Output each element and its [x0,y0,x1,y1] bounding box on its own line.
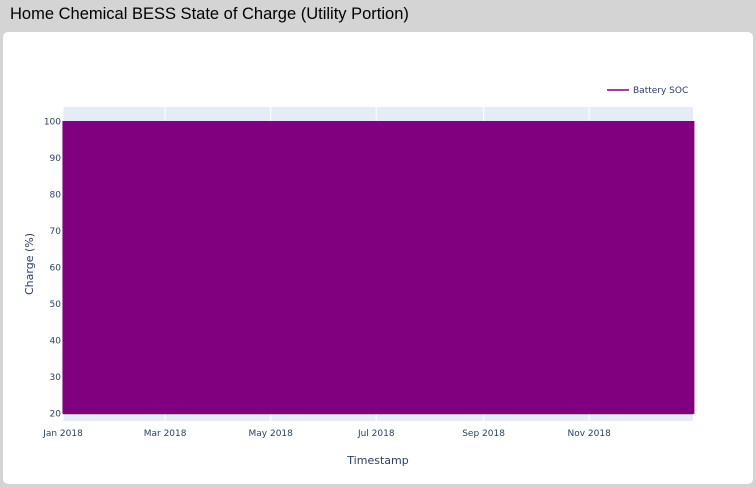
y-tick-label: 100 [44,118,61,128]
y-tick-label: 60 [50,264,62,274]
x-tick-label: Jan 2018 [42,429,83,439]
soc-chart: 20 30 40 50 60 70 80 90 100 Jan 2018 Mar 2018 May … [23,86,695,467]
x-tick-label: Nov 2018 [567,429,611,439]
x-tick-label: Mar 2018 [144,429,187,439]
legend-label: Battery SOC [633,86,688,96]
x-tick-label: Sep 2018 [462,429,505,439]
y-axis: 20 30 40 50 60 70 80 90 100 [44,118,61,420]
legend[interactable]: Battery SOC [607,86,688,96]
y-tick-label: 80 [50,191,62,201]
y-tick-label: 30 [50,373,62,383]
x-tick-label: Jul 2018 [357,429,395,439]
x-tick-label: May 2018 [249,429,294,439]
series-battery-soc [62,121,695,415]
y-tick-label: 40 [50,337,62,347]
page-title: Home Chemical BESS State of Charge (Util… [10,5,409,23]
y-tick-label: 70 [50,227,62,237]
chart-card: 20 30 40 50 60 70 80 90 100 Jan 2018 Mar 2018 May … [3,32,753,484]
y-axis-title: Charge (%) [23,233,36,295]
y-tick-label: 90 [50,154,62,164]
y-tick-label: 20 [50,410,62,420]
y-tick-label: 50 [50,300,62,310]
series-line [62,121,695,415]
x-axis: Jan 2018 Mar 2018 May 2018 Jul 2018 Sep 2018… [42,429,611,439]
x-axis-title: Timestamp [346,454,408,467]
